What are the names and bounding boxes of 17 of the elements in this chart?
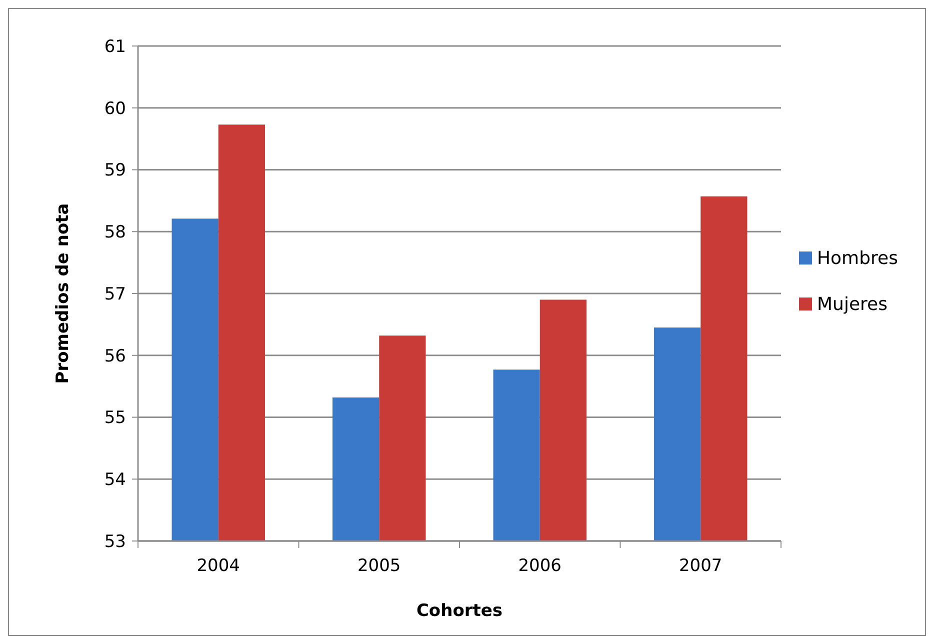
x-tick-label: 2005 [357, 556, 401, 576]
x-tick-label: 2006 [518, 556, 562, 576]
y-tick-label: 58 [104, 222, 126, 243]
y-tick-label: 57 [104, 284, 126, 304]
y-tick-label: 60 [104, 98, 126, 119]
y-tick-label: 55 [104, 408, 126, 428]
y-tick-label: 56 [104, 346, 126, 366]
y-axis-title: Promedios de nota [53, 203, 73, 384]
y-tick-label: 53 [104, 532, 126, 552]
x-tick-label: 2007 [678, 556, 722, 576]
x-axis-title: Cohortes [416, 601, 503, 621]
legend-label: Hombres [817, 248, 898, 269]
legend-label: Mujeres [817, 294, 888, 315]
y-tick-label: 54 [104, 470, 126, 490]
x-tick-label: 2004 [196, 556, 240, 576]
y-tick-label: 61 [104, 36, 126, 57]
y-tick-label: 59 [104, 160, 126, 181]
